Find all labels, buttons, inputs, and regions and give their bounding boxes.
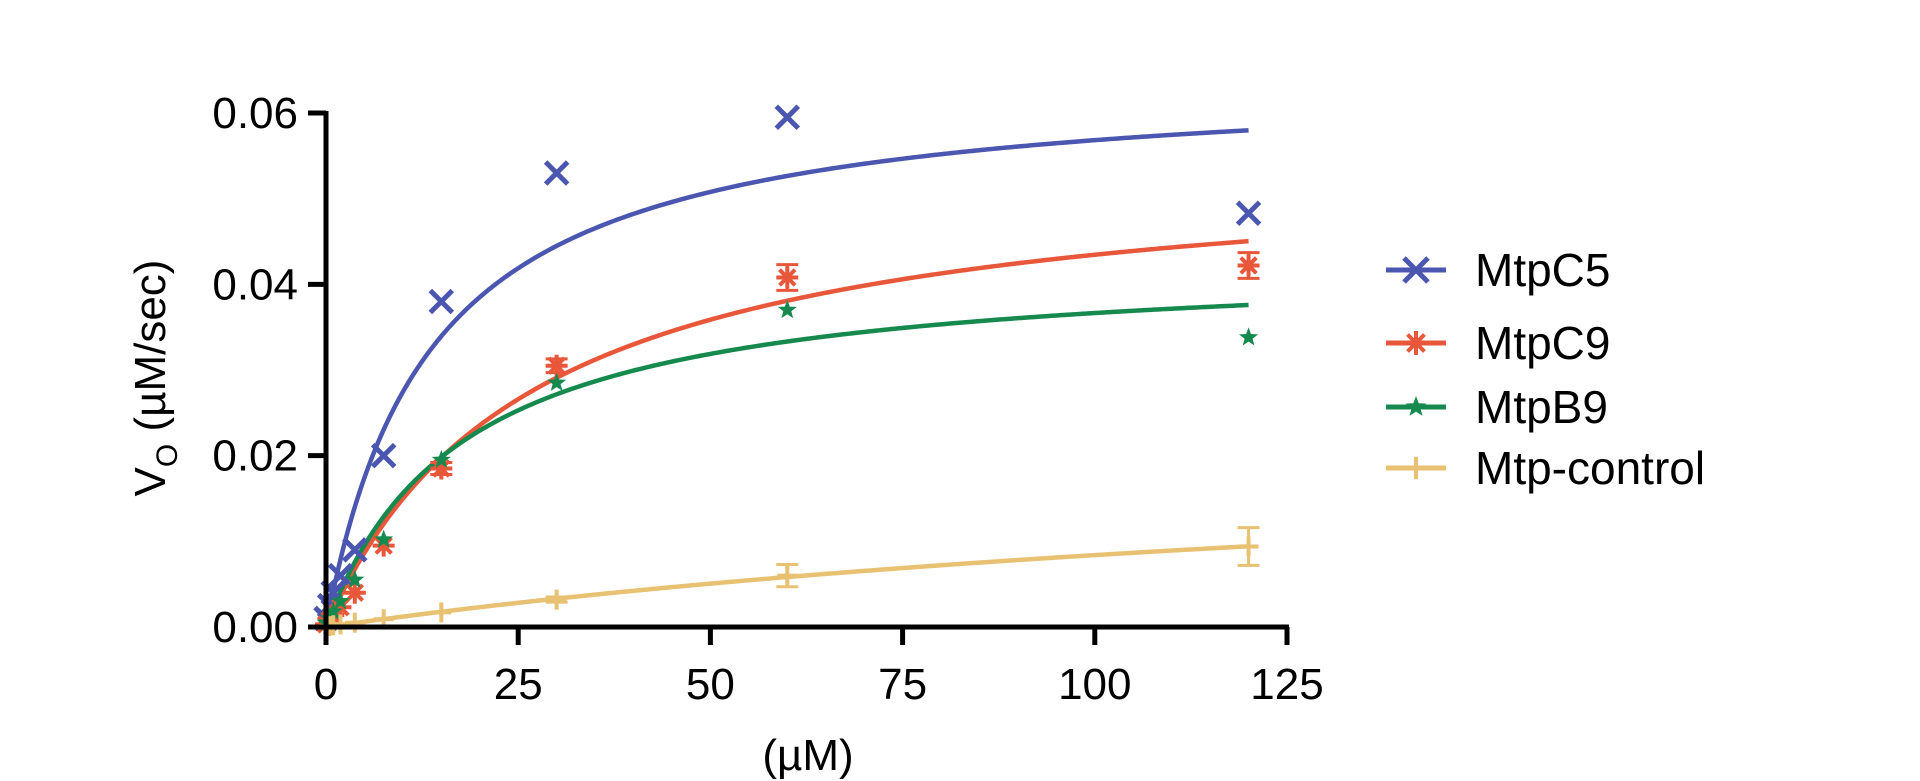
y-axis-title-unit: (µM/sec) <box>126 260 175 444</box>
data-point <box>344 612 365 633</box>
y-ticks: 0.00 0.02 0.04 0.06 <box>212 89 326 652</box>
data-point <box>370 442 397 469</box>
data-point <box>1238 536 1259 557</box>
legend-item: MtpC9 <box>1386 317 1610 369</box>
y-tick-label: 0.02 <box>212 432 298 481</box>
data-point <box>431 602 452 623</box>
data-point <box>774 104 801 131</box>
data-point <box>546 589 567 610</box>
legend-item: MtpC5 <box>1386 244 1610 296</box>
x-tick-label: 0 <box>314 660 338 709</box>
y-axis-title-main: V <box>126 466 175 496</box>
data-point <box>777 565 798 586</box>
data-point <box>430 457 453 480</box>
series-mtp-control <box>316 526 1260 637</box>
legend-item: Mtp-control <box>1386 442 1705 494</box>
y-tick-label: 0.04 <box>212 260 298 309</box>
legend-item: MtpB9 <box>1386 381 1608 433</box>
data-point <box>327 562 354 589</box>
y-tick-label: 0.00 <box>212 603 298 652</box>
data-point <box>1404 331 1428 355</box>
fit-curves <box>323 128 1249 630</box>
legend-label: MtpB9 <box>1475 381 1608 433</box>
data-point <box>777 300 797 319</box>
data-point <box>547 372 567 391</box>
x-axis-title: (µM) <box>762 731 853 780</box>
data-point <box>1235 200 1262 226</box>
data-point <box>545 354 568 377</box>
legend-label: MtpC5 <box>1475 244 1610 296</box>
data-point <box>543 160 570 186</box>
series-mtpc5 <box>313 104 1262 632</box>
legend-label: Mtp-control <box>1475 442 1705 494</box>
data-point <box>428 288 455 315</box>
data-point <box>330 591 350 610</box>
axes: 0 25 50 75 100 125 0.00 0.02 0.04 0.06 <box>212 89 1323 709</box>
y-axis-title-subscript: O <box>151 444 184 467</box>
data-point <box>1405 457 1427 479</box>
data-point <box>1237 254 1260 277</box>
y-tick-label: 0.06 <box>212 89 298 138</box>
x-tick-label: 75 <box>878 660 927 709</box>
fit-curve-mtpb9 <box>323 302 1249 628</box>
data-point <box>776 266 799 289</box>
legend: MtpC5 MtpC9 MtpB9 Mtp-control <box>1386 244 1705 494</box>
x-tick-label: 25 <box>494 660 543 709</box>
data-point <box>1402 256 1430 284</box>
x-tick-label: 125 <box>1250 660 1323 709</box>
data-point <box>431 449 451 468</box>
legend-label: MtpC9 <box>1475 317 1610 369</box>
y-axis-title: VO (µM/sec) <box>126 260 184 497</box>
x-tick-label: 50 <box>686 660 735 709</box>
data-point <box>342 537 368 563</box>
data-point <box>1239 327 1259 346</box>
data-point <box>345 569 365 588</box>
data-point <box>374 529 394 548</box>
x-tick-label: 100 <box>1058 660 1131 709</box>
fit-curve-mtpc5 <box>323 128 1249 628</box>
data-point <box>323 601 343 620</box>
data-point <box>1405 396 1427 416</box>
x-ticks: 0 25 50 75 100 125 <box>314 627 1324 709</box>
data-point <box>343 581 366 604</box>
data-points <box>313 104 1262 637</box>
